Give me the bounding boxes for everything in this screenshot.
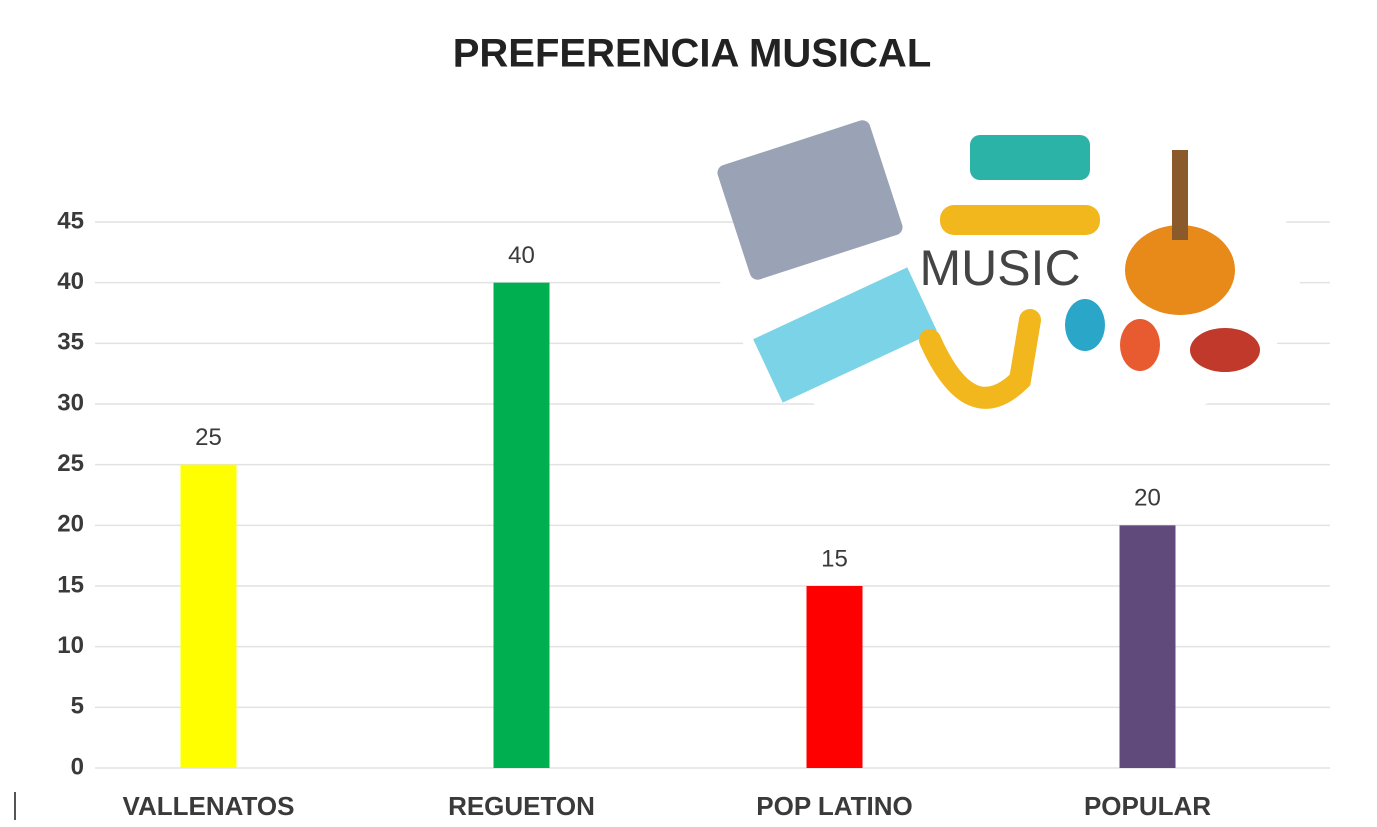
- bar: [493, 282, 550, 768]
- xylophone: [753, 267, 937, 403]
- guitar: [1125, 225, 1235, 315]
- maraca: [1065, 299, 1105, 351]
- guitar-neck: [1172, 150, 1188, 240]
- illustration-text: MUSIC: [919, 240, 1080, 296]
- y-tick-label: 35: [57, 329, 84, 356]
- y-tick-label: 30: [57, 389, 84, 416]
- x-tick-label: POPULAR: [1084, 791, 1211, 821]
- bar: [806, 586, 863, 768]
- chart-title: PREFERENCIA MUSICAL: [453, 32, 932, 76]
- illustration: MUSIC: [717, 100, 1300, 450]
- x-tick-label: REGUETON: [448, 791, 595, 821]
- y-tick-label: 40: [57, 268, 84, 295]
- y-tick-label: 45: [57, 207, 84, 234]
- drum-small: [1190, 328, 1260, 372]
- y-tick-label: 0: [71, 753, 84, 780]
- y-tick-label: 10: [57, 632, 84, 659]
- y-tick-label: 15: [57, 571, 84, 598]
- y-tick-label: 20: [57, 511, 84, 538]
- y-tick-label: 25: [57, 450, 84, 477]
- value-label: 25: [195, 424, 222, 451]
- bar: [1119, 525, 1176, 768]
- trumpet: [940, 205, 1100, 235]
- saxophone: [919, 309, 1041, 409]
- drum: [970, 135, 1090, 180]
- x-tick-label: VALLENATOS: [123, 791, 295, 821]
- value-label: 20: [1134, 485, 1161, 512]
- value-label: 15: [821, 545, 848, 572]
- bar: [180, 464, 237, 768]
- y-tick-label: 5: [71, 693, 84, 720]
- accordion: [717, 120, 903, 280]
- x-tick-label: POP LATINO: [756, 791, 913, 821]
- maraca: [1120, 319, 1160, 371]
- value-label: 40: [508, 242, 535, 269]
